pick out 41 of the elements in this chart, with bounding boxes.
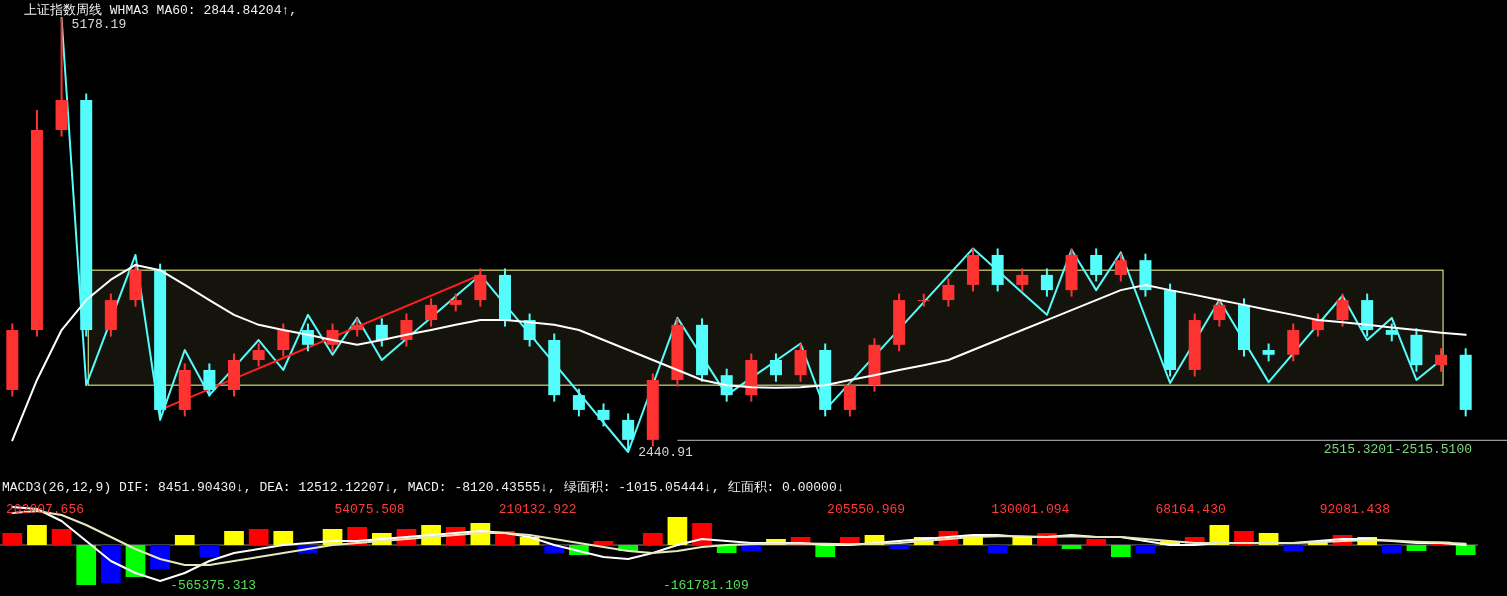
annotation: -161781.109 bbox=[662, 578, 749, 593]
bar bbox=[199, 545, 220, 557]
bar bbox=[2, 533, 23, 545]
bar bbox=[1455, 545, 1476, 555]
bar bbox=[51, 529, 72, 545]
annotation: 5178.19 bbox=[71, 17, 127, 32]
bar bbox=[593, 541, 614, 545]
bar bbox=[987, 545, 1008, 553]
annotation: 54075.508 bbox=[334, 502, 405, 517]
bar bbox=[1381, 545, 1402, 553]
bar bbox=[741, 545, 762, 551]
bar bbox=[1061, 545, 1082, 549]
bar bbox=[101, 545, 121, 583]
bar bbox=[1012, 537, 1033, 545]
annotation: 2515.3201-2515.5100 bbox=[1323, 442, 1472, 458]
annotation: 205550.969 bbox=[827, 502, 906, 517]
bar bbox=[273, 531, 294, 545]
bar bbox=[248, 529, 269, 545]
bar bbox=[1135, 545, 1156, 553]
bar bbox=[27, 525, 47, 545]
bar bbox=[174, 535, 195, 545]
bar bbox=[150, 545, 170, 569]
bar bbox=[667, 517, 688, 545]
bar bbox=[76, 545, 97, 585]
annotation: 92081.438 bbox=[1319, 502, 1390, 517]
chart-title: MACD3(26,12,9) DIF: 8451.90430↓, DEA: 12512.12207↓, MACD: -8120.43555↓, 绿面积: -1015.05444↓, 红面积: 0.00000↓ bbox=[2, 480, 845, 495]
bar bbox=[224, 531, 244, 545]
bar bbox=[642, 533, 663, 545]
bar bbox=[1086, 539, 1107, 545]
annotation: 210132.922 bbox=[498, 502, 577, 517]
bar bbox=[1110, 545, 1131, 557]
bar bbox=[1406, 545, 1427, 551]
chart-title: 上证指数周线 WHMA3 MA60: 2844.84204↑, bbox=[24, 3, 298, 18]
bar bbox=[815, 545, 836, 557]
annotation: 2440.91 bbox=[638, 445, 693, 460]
annotation: 68164.430 bbox=[1155, 502, 1226, 517]
annotation: -565375.313 bbox=[170, 578, 257, 593]
annotation: 130001.094 bbox=[991, 502, 1070, 517]
bar bbox=[692, 523, 712, 545]
bar bbox=[889, 545, 909, 549]
bar bbox=[1283, 545, 1304, 551]
